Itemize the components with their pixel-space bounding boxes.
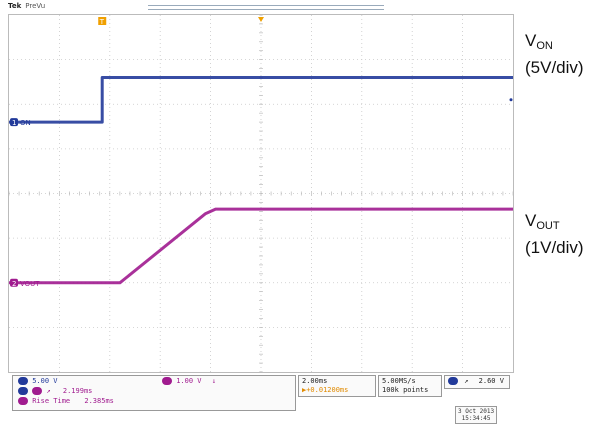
time-value: 15:34:45 xyxy=(461,415,491,422)
series-vout-trace xyxy=(9,207,513,285)
trigger-slope-icon: ↗ xyxy=(464,377,469,385)
measurement-2[interactable]: Rise Time 2.385ms xyxy=(18,397,114,405)
measurement-readout: 5.00 V 1.00 V ↓ ↗ 2.199ms Rise Time 2.38… xyxy=(12,375,510,413)
vout-annotation: VOUT (1V/div) xyxy=(525,210,584,259)
trigger-box[interactable] xyxy=(444,375,510,389)
timestamp: 3 Oct 2013 15:34:45 xyxy=(455,406,498,424)
ch2-scale[interactable]: 1.00 V ↓ xyxy=(162,377,216,385)
trigger-marker-label: T xyxy=(99,18,105,26)
record-view-bar xyxy=(148,5,384,10)
trigger-source-icon xyxy=(448,377,458,385)
vout-main: V xyxy=(525,211,537,230)
series-von-trace-label: ON xyxy=(20,119,31,127)
series-von-marker-number: 1 xyxy=(12,119,16,127)
series-von-trace xyxy=(9,76,513,124)
acquisition-box[interactable] xyxy=(378,375,442,397)
trigger-level-indicator xyxy=(509,98,513,102)
meas1-delay-icon: ↗ xyxy=(46,387,51,395)
meas1-chip2-icon xyxy=(32,387,43,395)
trigger-readout: ↗ 2.60 V xyxy=(448,377,504,385)
timebase-value: 2.00ms xyxy=(302,377,328,385)
ch2-chip-icon xyxy=(162,377,172,385)
series-vout-trace-label: VOUT xyxy=(20,280,40,288)
meas2-chip-icon xyxy=(18,397,28,405)
oscilloscope-screen: 1 ON 2 VOUT T xyxy=(8,14,514,373)
center-marker xyxy=(258,17,264,22)
series-von-marker xyxy=(10,118,18,127)
trigger-level: 2.60 V xyxy=(478,377,504,385)
ch1-chip-icon xyxy=(18,377,28,385)
von-scale: (5V/div) xyxy=(525,58,584,77)
meas1-value: 2.199ms xyxy=(62,387,93,395)
series-vout-marker-number: 2 xyxy=(12,280,16,288)
von-sub: ON xyxy=(536,40,553,52)
von-main: V xyxy=(525,31,537,50)
position-arrow-icon: ▶ xyxy=(302,386,307,394)
measurement-1[interactable]: ↗ 2.199ms xyxy=(18,387,92,395)
horizontal-position: ▶+0.01200ms xyxy=(302,386,349,394)
trigger-marker xyxy=(98,17,107,25)
von-annotation: VON (5V/div) xyxy=(525,30,584,79)
meas2-label: Rise Time xyxy=(32,397,71,405)
meas2-value: 2.385ms xyxy=(84,397,114,405)
ch1-scale[interactable]: 5.00 V xyxy=(18,377,58,385)
vout-scale: (1V/div) xyxy=(525,238,584,257)
waveform-plot: 1 ON 2 VOUT T xyxy=(9,15,513,372)
sample-rate: 5.00MS/s xyxy=(382,377,416,385)
record-length: 100k points xyxy=(382,386,429,394)
series-vout-marker xyxy=(10,278,18,287)
channel-readout-box xyxy=(12,375,296,411)
ch2-unit-mark: ↓ xyxy=(211,377,216,385)
meas1-chip-icon xyxy=(18,387,28,395)
brand-mode: PreVu xyxy=(25,2,46,10)
brand-name: Tek xyxy=(8,2,22,10)
vout-sub: OUT xyxy=(536,220,560,232)
scope-brand: Tek PreVu xyxy=(8,2,45,10)
date-value: 3 Oct 2013 xyxy=(458,408,495,415)
timebase-box[interactable] xyxy=(298,375,376,397)
